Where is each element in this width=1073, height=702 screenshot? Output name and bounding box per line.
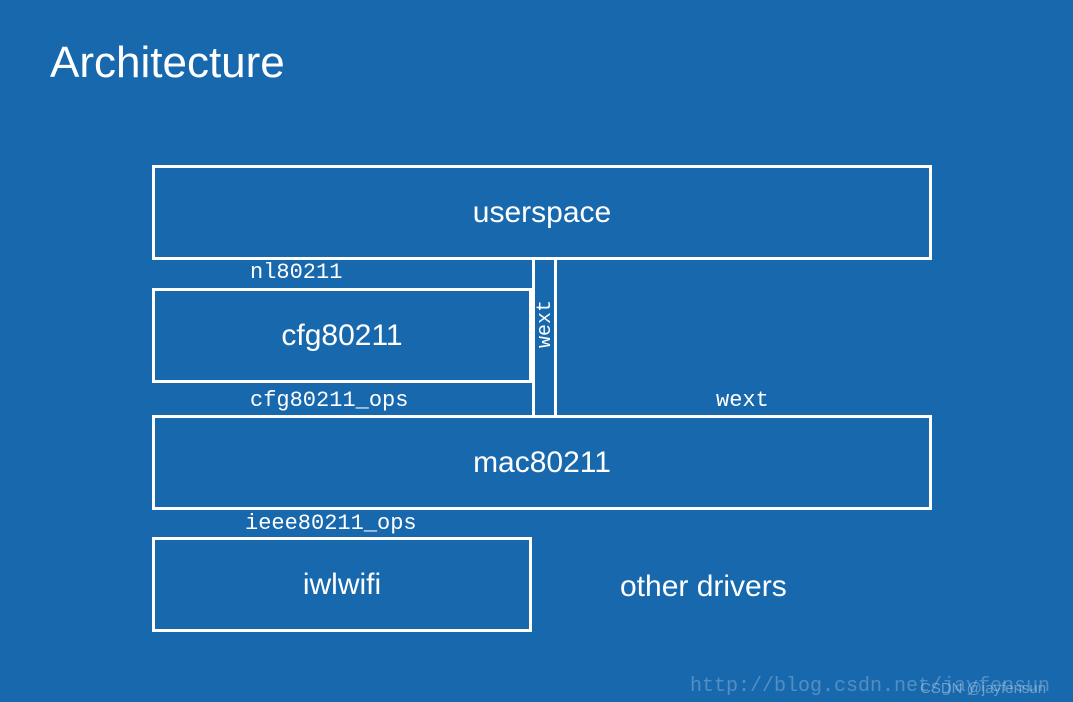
box-iwlwifi: iwlwifi — [152, 537, 532, 632]
page-title: Architecture — [50, 38, 285, 88]
box-userspace-label: userspace — [473, 196, 611, 230]
text-other-drivers: other drivers — [620, 570, 787, 604]
box-userspace: userspace — [152, 165, 932, 260]
edge-label-wext-right: wext — [716, 388, 769, 413]
edge-label-ieee80211-ops: ieee80211_ops — [245, 511, 417, 536]
edge-label-cfg80211-ops: cfg80211_ops — [250, 388, 408, 413]
edge-label-wext-vertical: wext — [534, 300, 557, 348]
box-mac80211: mac80211 — [152, 415, 932, 510]
box-cfg80211: cfg80211 — [152, 288, 532, 383]
watermark-csdn: CSDN @jayfensun — [920, 680, 1046, 697]
box-mac80211-label: mac80211 — [473, 446, 611, 480]
box-cfg80211-label: cfg80211 — [281, 319, 402, 353]
box-iwlwifi-label: iwlwifi — [303, 568, 381, 602]
edge-label-nl80211: nl80211 — [250, 260, 342, 285]
